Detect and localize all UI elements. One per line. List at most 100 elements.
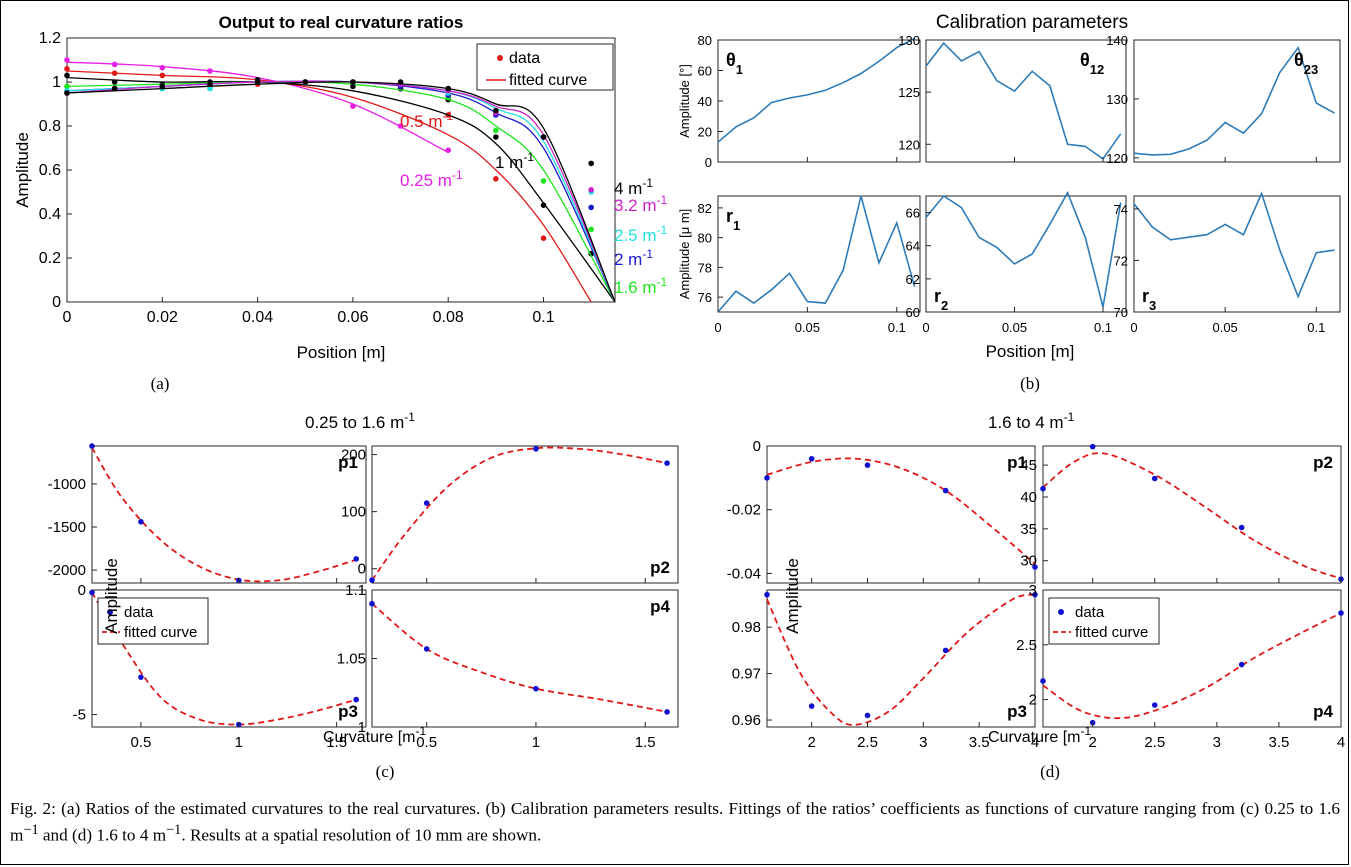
panel-a-data-point — [302, 79, 309, 85]
panel-a-label-32-base: 3.2 m — [614, 196, 657, 215]
caption-sup2: −1 — [166, 821, 182, 838]
panel-a-legend-dot — [497, 55, 503, 61]
panel-a-label-4: 4 m-1 — [614, 176, 653, 198]
panel-b-sub3-label: r1 — [726, 206, 740, 233]
d-sub0-ytick-label: -0.04 — [727, 565, 761, 582]
d-data-point — [1238, 661, 1245, 668]
panel-b-sub3-xtick-label: 0 — [714, 320, 721, 335]
c-data-point — [138, 519, 144, 525]
panel-b-sub3-ytick-label: 82 — [698, 201, 712, 216]
panel-a-data-point — [159, 64, 166, 71]
panel-a-data-point — [540, 178, 547, 184]
d-data-point — [764, 591, 770, 598]
d-title-sup: -1 — [1064, 410, 1075, 424]
c-sub2-xtick-label: 0.5 — [130, 734, 151, 751]
d-data-point — [808, 455, 815, 462]
c-data-point — [353, 556, 360, 562]
c-data-point — [533, 446, 539, 452]
panel-a-label-16-sup: -1 — [657, 275, 668, 289]
c-sub2-xtick-label: 1.5 — [326, 734, 347, 751]
panel-b-sub0-ytick-label: 40 — [698, 94, 712, 109]
c-fit-line — [371, 446, 668, 581]
panel-a-ylabel: Amplitude — [13, 132, 32, 208]
c-legend-data: data — [124, 604, 154, 621]
c-ylabel: Amplitude — [102, 558, 121, 634]
panel-b-sub4-ytick-label: 66 — [906, 206, 920, 221]
panel-b-sub0-axes-box — [717, 39, 921, 163]
panel-b-sub2-label-sub: 23 — [1304, 62, 1318, 77]
panel-a-data-point — [111, 70, 118, 76]
panel-a-data-point — [588, 187, 594, 193]
c-data-point — [89, 589, 95, 596]
d-legend-box — [1048, 597, 1160, 645]
panel-b-sub1-axes-box — [925, 39, 1127, 163]
panel-a-data-point — [493, 127, 499, 134]
c-xlabel-base: Curvature [m — [323, 729, 415, 746]
c-sub1-ytick-label: 0 — [358, 561, 366, 578]
c-sub2-label: p3 — [338, 702, 358, 721]
d-data-point — [942, 487, 949, 494]
d-sub0-ytick-label: -0.02 — [727, 502, 761, 519]
d-sub1-ytick-label: 35 — [1020, 521, 1037, 538]
d-data-point — [1089, 443, 1096, 450]
c-sub0-ytick-label: -1500 — [48, 519, 86, 536]
panel-a-fit-line — [66, 81, 616, 303]
c-data-point — [89, 443, 95, 449]
panel-b-sub1-ytick-label: 125 — [898, 85, 920, 100]
panel-b-sub4-label-sub: 2 — [941, 298, 948, 313]
panel-a-data-point — [350, 79, 356, 85]
panel-a-legend-box — [476, 43, 614, 91]
d-legend-data: data — [1075, 604, 1105, 621]
panel-a-ytick-label: 0 — [52, 294, 61, 311]
panel-b-sub3-label-sub: 1 — [733, 218, 740, 233]
panel-b-sub0-label-base: θ — [726, 50, 736, 70]
panel-a-data-point — [64, 72, 70, 79]
panel-b-line — [925, 41, 1122, 161]
panel-a-data-point — [111, 61, 118, 68]
panel-a-xtick-label: 0.1 — [532, 309, 554, 326]
c-fit-line — [91, 447, 357, 583]
panel-a-data-point — [493, 176, 499, 182]
panel-b-sub2-ytick-label: 140 — [1106, 33, 1128, 48]
c-data-point — [664, 709, 670, 715]
c-data-point — [369, 600, 375, 607]
c-sub2-xtick-label: 1 — [235, 734, 243, 751]
panel-b-sub4-ytick-label: 62 — [906, 272, 920, 287]
c-data-point — [369, 577, 375, 583]
panel-a-ytick-label: 0.4 — [39, 206, 61, 223]
panel-b-sub4-axes-box — [925, 195, 1127, 313]
d-sub0-label: p1 — [1007, 453, 1027, 472]
panel-a-title: Output to real curvature ratios — [219, 13, 464, 32]
panel-b-sub5-xtick-label: 0 — [1130, 320, 1137, 335]
panel-a-label-05-base: 0.5 m — [400, 112, 443, 131]
panel-a-sublabel: (a) — [151, 374, 170, 393]
panel-b-sub3-ytick-label: 76 — [698, 290, 712, 305]
panel-a-xtick-label: 0.04 — [242, 309, 273, 326]
panel-a-ytick-label: 0.2 — [39, 250, 61, 267]
c-data-point — [664, 460, 670, 466]
c-sub0-axes-box — [91, 445, 367, 584]
panel-b-sub1-ytick-label: 120 — [898, 137, 920, 152]
panel-b-line — [717, 37, 915, 143]
c-sub1-label: p2 — [650, 558, 670, 577]
d-sub3-xtick-label: 4 — [1337, 734, 1345, 751]
d-sub2-xtick-label: 2.5 — [857, 734, 878, 751]
panel-b-sub0-ytick-label: 0 — [705, 155, 712, 170]
panel-a-data-point — [111, 85, 118, 92]
c-sub3-xtick-label: 1 — [532, 734, 540, 751]
c-sub3-ytick-label: 1.1 — [345, 582, 366, 599]
panel-b-sub0-ytick-label: 20 — [698, 125, 712, 140]
panel-a-xtick-label: 0 — [63, 309, 72, 326]
panel-b-title: Calibration parameters — [936, 12, 1128, 33]
panel-b-sub5-xtick-label: 0.05 — [1212, 320, 1237, 335]
panel-a-data-point — [588, 226, 594, 233]
d-sub3-ytick-label: 2 — [1029, 692, 1037, 709]
panel-a-label-32: 3.2 m-1 — [614, 193, 668, 215]
panel-a-data-point — [493, 107, 499, 114]
panel-a-data-point — [588, 204, 594, 211]
d-sub3-ytick-label: 2.5 — [1016, 637, 1037, 654]
panel-a-data-point — [350, 103, 356, 109]
d-sub2-xtick-label: 2 — [807, 734, 815, 751]
panel-a-data-point — [207, 85, 213, 92]
c-data-point — [423, 646, 430, 652]
